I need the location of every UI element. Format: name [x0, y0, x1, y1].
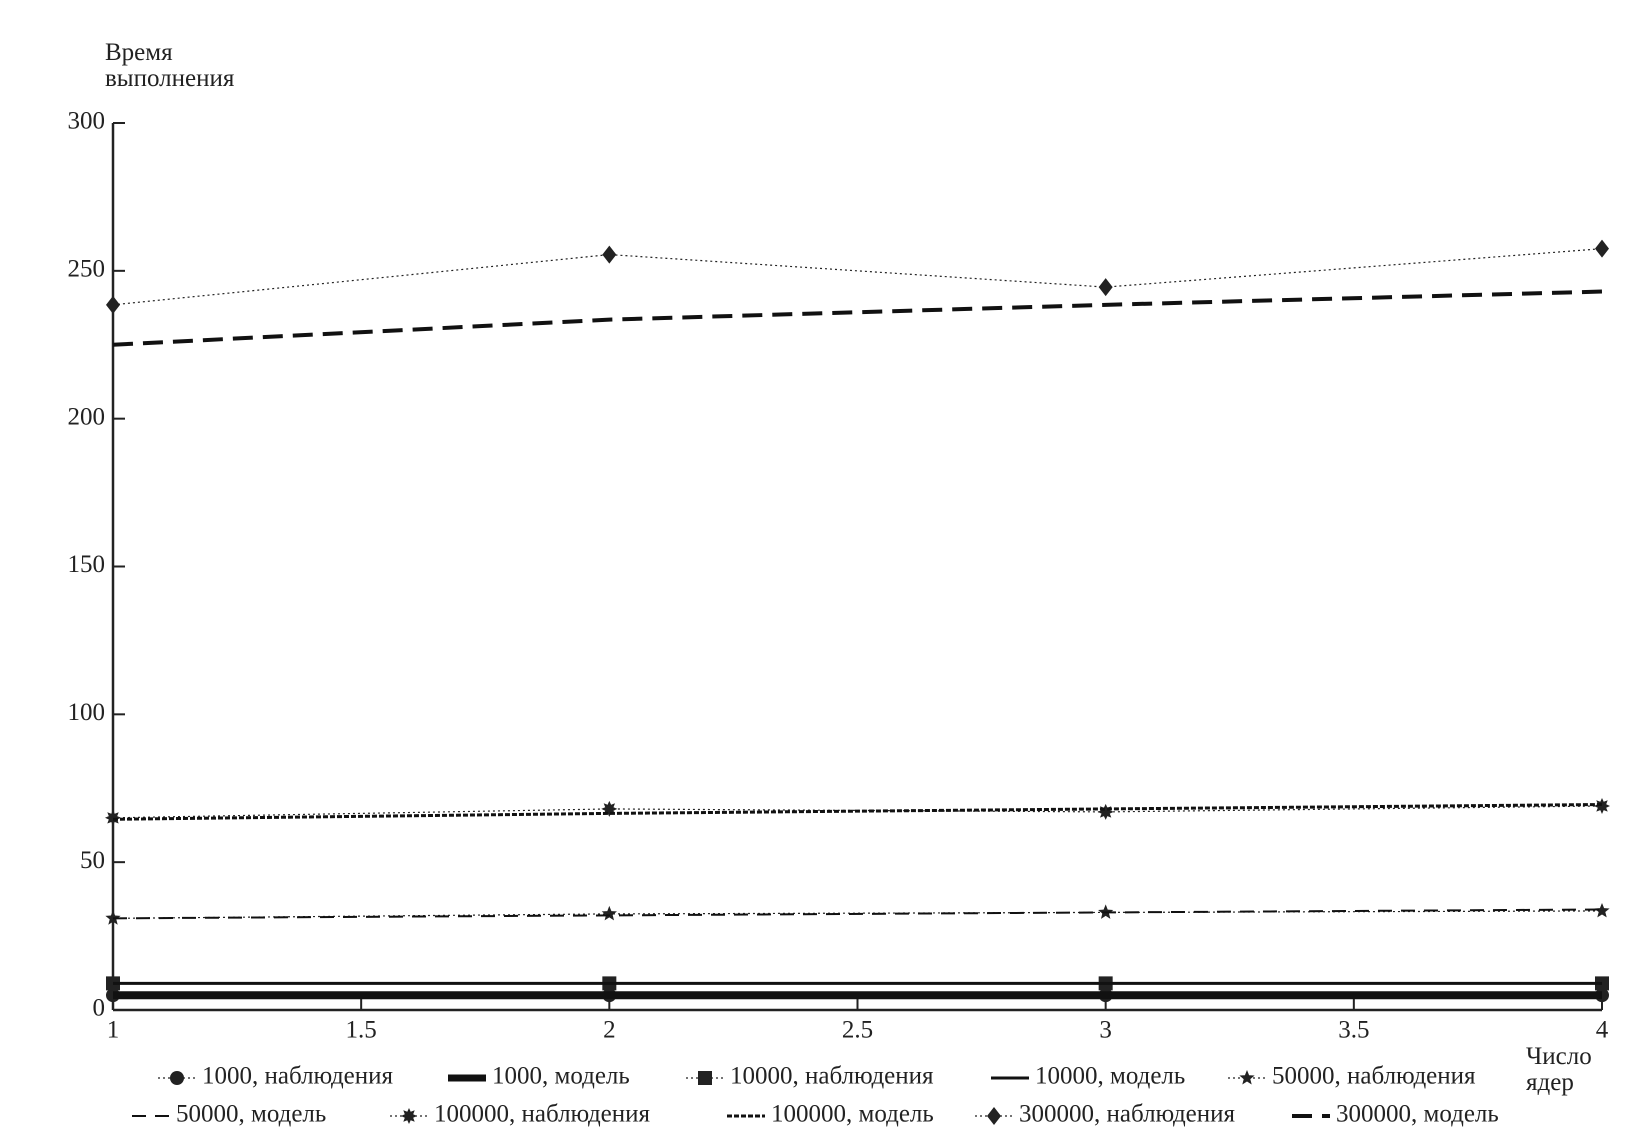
marker — [106, 295, 120, 314]
y-tick-label: 50 — [80, 847, 105, 874]
marker — [1595, 239, 1609, 258]
legend-item: 300000, модель — [1292, 1101, 1499, 1128]
marker — [1594, 903, 1610, 918]
x-tick-label: 1.5 — [346, 1017, 377, 1044]
legend-label: 1000, наблюдения — [202, 1063, 394, 1090]
legend-label: 1000, модель — [492, 1063, 630, 1090]
marker — [602, 245, 617, 264]
marker — [1097, 803, 1114, 820]
legend-item: 50000, наблюдения — [1228, 1063, 1476, 1090]
y-tick-label: 150 — [68, 551, 106, 578]
legend-label: 50000, наблюдения — [1272, 1063, 1476, 1090]
y-tick-label: 300 — [68, 108, 106, 135]
series-line — [112, 908, 1603, 920]
legend-item: 100000, модель — [727, 1101, 934, 1128]
legend-item: 10000, наблюдения — [686, 1063, 934, 1090]
y-axis-label: Время выполнения — [105, 39, 235, 92]
legend-marker — [698, 1071, 712, 1085]
series-line — [112, 805, 1603, 819]
x-tick-label: 3.5 — [1338, 1017, 1369, 1044]
legend-marker — [1239, 1070, 1255, 1085]
marker — [1098, 278, 1113, 297]
y-tick-label: 250 — [68, 256, 106, 283]
y-tick-label: 0 — [93, 995, 106, 1022]
series-line — [112, 289, 1603, 347]
series-line — [112, 248, 1603, 306]
x-tick-label: 3 — [1099, 1017, 1112, 1044]
x-tick-label: 2.5 — [842, 1017, 873, 1044]
legend-item: 1000, модель — [448, 1063, 630, 1090]
legend-marker — [987, 1107, 1001, 1125]
y-tick-label: 200 — [68, 403, 106, 430]
legend-marker — [170, 1071, 184, 1085]
marker — [1594, 798, 1610, 814]
legend-item: 300000, наблюдения — [975, 1101, 1236, 1128]
legend-item: 10000, модель — [991, 1063, 1185, 1090]
legend-item: 50000, модель — [132, 1101, 326, 1128]
legend-marker — [401, 1108, 417, 1124]
x-tick-label: 1 — [107, 1017, 120, 1044]
legend-label: 300000, наблюдения — [1019, 1101, 1236, 1128]
marker — [601, 905, 617, 921]
x-tick-label: 2 — [603, 1017, 616, 1044]
series-line — [112, 803, 1603, 821]
series-line — [112, 910, 1603, 919]
legend-label: 50000, модель — [176, 1101, 326, 1128]
x-tick-label: 4 — [1596, 1017, 1609, 1044]
legend-item: 1000, наблюдения — [158, 1063, 394, 1090]
legend-label: 100000, наблюдения — [434, 1101, 651, 1128]
legend-item: 100000, наблюдения — [390, 1101, 651, 1128]
legend-label: 300000, модель — [1336, 1101, 1499, 1128]
x-axis-label: Число ядер — [1526, 1043, 1592, 1096]
legend-label: 10000, модель — [1035, 1063, 1185, 1090]
y-tick-label: 100 — [68, 699, 106, 726]
legend-label: 10000, наблюдения — [730, 1063, 934, 1090]
legend-label: 100000, модель — [771, 1101, 934, 1128]
